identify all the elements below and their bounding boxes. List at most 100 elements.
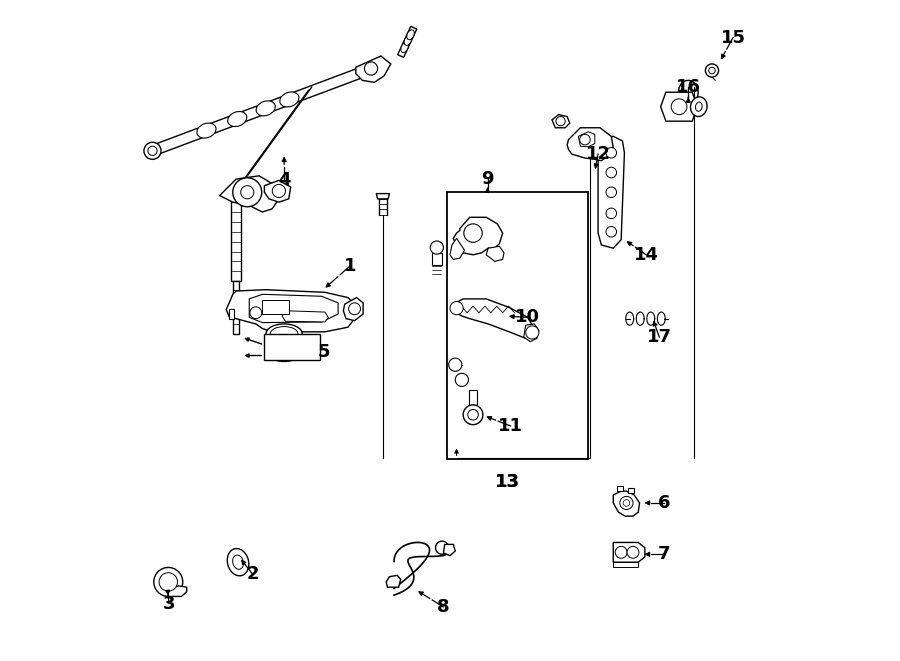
Text: 10: 10 bbox=[515, 308, 540, 327]
Bar bbox=[263, 299, 289, 314]
Circle shape bbox=[606, 208, 616, 219]
Polygon shape bbox=[226, 290, 358, 332]
Polygon shape bbox=[344, 297, 363, 321]
Ellipse shape bbox=[404, 36, 411, 46]
Text: 16: 16 bbox=[676, 78, 701, 96]
Polygon shape bbox=[265, 180, 291, 202]
Text: 11: 11 bbox=[498, 417, 523, 435]
Circle shape bbox=[159, 572, 177, 591]
Circle shape bbox=[671, 98, 687, 114]
Text: 17: 17 bbox=[647, 328, 671, 346]
Circle shape bbox=[468, 409, 478, 420]
Ellipse shape bbox=[232, 555, 244, 569]
Polygon shape bbox=[220, 176, 279, 212]
Text: 1: 1 bbox=[344, 257, 356, 275]
Ellipse shape bbox=[256, 101, 275, 116]
Text: 15: 15 bbox=[721, 28, 745, 46]
Ellipse shape bbox=[690, 97, 707, 116]
Circle shape bbox=[348, 303, 361, 315]
Polygon shape bbox=[524, 324, 539, 342]
Circle shape bbox=[706, 64, 718, 77]
Circle shape bbox=[580, 134, 590, 145]
Ellipse shape bbox=[696, 102, 702, 111]
Text: 9: 9 bbox=[482, 170, 494, 188]
Polygon shape bbox=[469, 390, 477, 405]
Polygon shape bbox=[146, 59, 386, 158]
Bar bbox=[446, 192, 589, 459]
Text: 6: 6 bbox=[658, 494, 670, 512]
Polygon shape bbox=[250, 311, 257, 315]
Text: 13: 13 bbox=[495, 473, 520, 491]
Circle shape bbox=[606, 167, 616, 178]
Circle shape bbox=[455, 373, 468, 387]
Circle shape bbox=[464, 405, 483, 424]
Circle shape bbox=[154, 567, 183, 596]
Polygon shape bbox=[233, 281, 239, 334]
Ellipse shape bbox=[266, 324, 302, 344]
Circle shape bbox=[526, 326, 539, 339]
Polygon shape bbox=[450, 239, 464, 259]
Text: 4: 4 bbox=[278, 171, 291, 190]
Polygon shape bbox=[613, 563, 638, 567]
Circle shape bbox=[627, 547, 639, 559]
Circle shape bbox=[708, 67, 716, 74]
Ellipse shape bbox=[270, 327, 298, 341]
Ellipse shape bbox=[266, 342, 302, 362]
Text: 5: 5 bbox=[318, 342, 330, 360]
Text: 2: 2 bbox=[247, 565, 259, 583]
Polygon shape bbox=[661, 93, 698, 121]
Polygon shape bbox=[598, 136, 625, 249]
Circle shape bbox=[436, 541, 449, 555]
Text: 13: 13 bbox=[495, 473, 520, 491]
Circle shape bbox=[364, 62, 378, 75]
Polygon shape bbox=[486, 247, 504, 261]
Circle shape bbox=[606, 227, 616, 237]
Polygon shape bbox=[398, 26, 417, 58]
Polygon shape bbox=[616, 486, 623, 491]
Polygon shape bbox=[230, 309, 234, 319]
Polygon shape bbox=[386, 575, 400, 587]
Polygon shape bbox=[451, 299, 532, 338]
Circle shape bbox=[250, 307, 262, 319]
Polygon shape bbox=[266, 334, 302, 352]
Ellipse shape bbox=[228, 112, 247, 126]
Polygon shape bbox=[613, 543, 644, 563]
Polygon shape bbox=[552, 114, 570, 128]
Polygon shape bbox=[432, 253, 442, 264]
Polygon shape bbox=[283, 311, 328, 322]
Circle shape bbox=[450, 301, 464, 315]
Circle shape bbox=[430, 241, 444, 254]
Circle shape bbox=[616, 547, 627, 559]
Polygon shape bbox=[454, 217, 503, 254]
Polygon shape bbox=[567, 128, 613, 161]
Ellipse shape bbox=[228, 549, 248, 576]
Ellipse shape bbox=[197, 123, 216, 138]
Ellipse shape bbox=[679, 81, 698, 104]
Bar bbox=[265, 334, 320, 360]
Polygon shape bbox=[356, 56, 391, 83]
Polygon shape bbox=[579, 132, 595, 147]
Text: 7: 7 bbox=[658, 545, 670, 563]
Polygon shape bbox=[249, 294, 338, 323]
Ellipse shape bbox=[280, 92, 299, 107]
Circle shape bbox=[464, 224, 482, 243]
Circle shape bbox=[606, 187, 616, 198]
Text: 3: 3 bbox=[163, 595, 176, 613]
Polygon shape bbox=[627, 488, 634, 493]
Circle shape bbox=[240, 186, 254, 199]
Polygon shape bbox=[168, 586, 186, 596]
Circle shape bbox=[556, 116, 565, 126]
Polygon shape bbox=[376, 194, 390, 199]
Circle shape bbox=[606, 147, 616, 158]
Circle shape bbox=[144, 142, 161, 159]
Ellipse shape bbox=[400, 42, 409, 52]
Circle shape bbox=[449, 358, 462, 371]
Circle shape bbox=[623, 500, 630, 506]
Text: 8: 8 bbox=[437, 598, 450, 616]
Polygon shape bbox=[613, 491, 640, 516]
Text: 12: 12 bbox=[586, 145, 610, 163]
Ellipse shape bbox=[407, 30, 414, 40]
Circle shape bbox=[273, 184, 285, 198]
Text: 14: 14 bbox=[634, 246, 659, 264]
Polygon shape bbox=[444, 545, 455, 556]
